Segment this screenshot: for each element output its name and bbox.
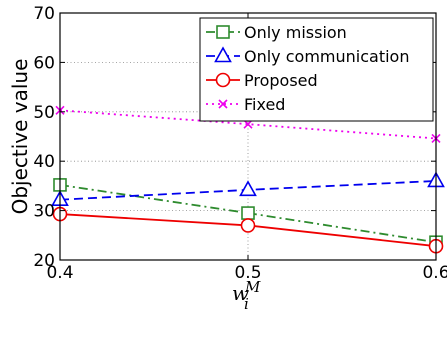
y-tick-label: 60 [33,53,55,73]
y-tick-label: 30 [33,202,55,222]
legend-label: Only communication [244,47,409,66]
ticks [59,12,437,261]
y-tick-label: 70 [33,4,55,24]
legend-marker [216,25,230,39]
data-point [239,180,257,197]
x-axis-label-subscript: i [244,295,249,313]
legend-label: Proposed [244,71,318,90]
x-tick-label: 0.4 [46,263,73,283]
legend-box [199,17,434,122]
series-layer [51,105,445,254]
x-axis-label: w M i [232,278,261,313]
legend-marker [214,46,232,63]
legend-item: Only mission [206,23,347,42]
legend: Only mission Only communication Proposed Fi… [199,17,434,122]
x-axis-label-superscript: M [244,278,261,296]
y-tick-label: 50 [33,103,55,123]
x-tick-label: 0.5 [234,263,261,283]
legend-label: Fixed [244,95,285,114]
y-tick-label: 40 [33,152,55,172]
data-point [240,218,256,233]
data-point [241,206,255,220]
x-tick-label: 0.6 [422,263,447,283]
x-axis-label-base: w [232,281,249,305]
legend-marker [215,72,231,88]
y-axis-label: Objective value [8,59,32,215]
legend-item: Fixed [206,95,285,114]
legend-item: Proposed [206,71,318,90]
y-tick-label: 20 [33,251,55,271]
grid-lines [60,13,436,260]
tick-labels: 20 30 40 50 60 70 0.4 0.5 0.6 [33,4,447,283]
legend-item: Only communication [206,46,409,66]
legend-label: Only mission [244,23,347,42]
legend-marker [218,99,228,109]
